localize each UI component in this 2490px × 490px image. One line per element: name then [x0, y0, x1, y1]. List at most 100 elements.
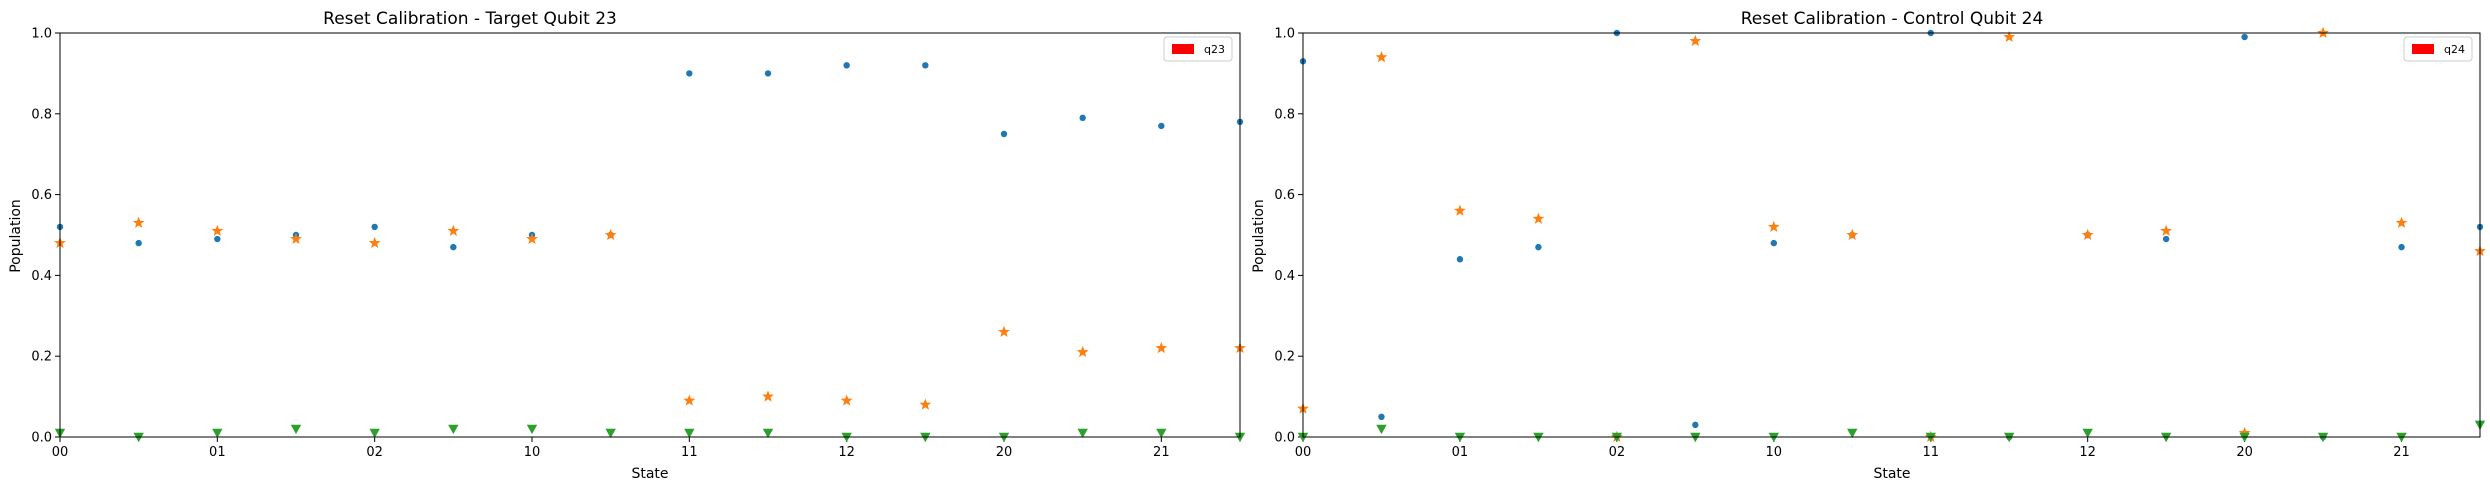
y-tick-label: 0.8 — [1274, 107, 1295, 122]
x-tick-label: 21 — [1153, 445, 1170, 460]
chart-title: Reset Calibration - Control Qubit 24 — [1741, 9, 2044, 29]
y-tick-label: 0.8 — [31, 107, 52, 122]
y-tick-label: 0.6 — [31, 188, 52, 203]
x-tick-label: 02 — [1609, 445, 1626, 460]
star-marker — [1532, 212, 1545, 224]
x-tick-label: 00 — [52, 445, 69, 460]
circle-marker — [1770, 239, 1778, 247]
y-axis-label: Population — [8, 199, 24, 273]
triangle-marker — [1156, 428, 1167, 439]
triangle-marker — [290, 424, 302, 435]
x-tick-label: 21 — [2393, 445, 2410, 460]
star-marker — [1454, 204, 1466, 216]
legend: q23 — [1163, 36, 1233, 62]
legend-entry: q24 — [2444, 43, 2465, 56]
triangle-marker — [762, 428, 774, 439]
x-tick-label: 02 — [366, 445, 383, 460]
x-tick-label: 10 — [524, 445, 541, 460]
x-tick-label: 12 — [838, 445, 855, 460]
x-axis-label: State — [631, 466, 668, 482]
triangle-marker — [448, 424, 459, 435]
star-marker — [2238, 426, 2251, 438]
star-marker — [683, 394, 696, 406]
y-tick-label: 0.0 — [31, 431, 52, 446]
circle-marker — [371, 223, 378, 231]
star-marker — [211, 224, 224, 236]
x-tick-label: 11 — [681, 445, 698, 460]
x-tick-label: 12 — [2079, 445, 2096, 460]
star-marker — [840, 394, 853, 406]
circle-marker — [2398, 243, 2405, 251]
star-marker — [2081, 228, 2094, 241]
chart-panel-target-qubit: Reset Calibration - Target Qubit 23 Stat… — [8, 9, 1246, 482]
axis-ticks: 00 01 02 10 11 12 20 21 0.0 0.2 0.4 0.6 0.8 1.0 — [31, 27, 1169, 461]
x-tick-label: 00 — [1295, 445, 1312, 460]
axis-ticks: 00 01 02 10 11 12 20 21 0.0 0.2 0.4 0.6 0.8 1.0 — [1274, 27, 2409, 461]
chart-title: Reset Calibration - Target Qubit 23 — [323, 9, 617, 29]
legend-box — [2403, 36, 2473, 62]
y-tick-label: 0.4 — [1274, 269, 1295, 284]
y-tick-label: 1.0 — [31, 27, 52, 42]
plot-frame — [59, 32, 1241, 438]
star-marker — [2003, 30, 2016, 43]
x-axis-label: State — [1873, 466, 1910, 482]
star-marker — [1375, 51, 1388, 63]
triangle-marker — [1077, 428, 1088, 439]
x-tick-label: 10 — [1766, 445, 1783, 460]
circle-marker — [135, 239, 142, 247]
star-marker — [1767, 220, 1780, 232]
star-marker — [604, 228, 617, 241]
y-tick-label: 0.6 — [1274, 188, 1295, 203]
star-marker — [447, 224, 460, 236]
x-tick-label: 01 — [1452, 445, 1469, 460]
y-tick-label: 1.0 — [1274, 27, 1295, 42]
legend-box — [1163, 36, 1233, 62]
chart-panel-control-qubit: Reset Calibration - Control Qubit 24 Sta… — [1251, 9, 2486, 482]
star-marker — [762, 390, 774, 402]
triangle-marker — [2082, 428, 2093, 439]
circle-marker — [214, 235, 221, 243]
triangle-marker — [369, 428, 380, 439]
star-marker — [998, 325, 1010, 337]
star-marker — [290, 232, 302, 245]
x-tick-label: 20 — [2236, 445, 2253, 460]
star-marker — [1155, 341, 1168, 354]
circle-marker — [2241, 33, 2248, 41]
circle-marker — [843, 62, 850, 69]
circle-marker — [1456, 256, 1464, 263]
y-tick-label: 0.2 — [1274, 350, 1295, 365]
circle-marker — [450, 243, 457, 251]
star-marker — [2317, 26, 2329, 39]
circle-marker — [2162, 235, 2170, 243]
circle-marker — [1079, 114, 1086, 122]
legend-patch — [1172, 44, 1194, 54]
circle-marker — [764, 70, 772, 77]
triangle-marker — [526, 424, 538, 435]
circle-marker — [1000, 130, 1008, 138]
triangle-marker — [605, 428, 616, 439]
star-marker — [2160, 224, 2173, 236]
y-tick-label: 0.4 — [31, 269, 52, 284]
star-marker — [919, 398, 932, 410]
plot-frame — [1302, 32, 2481, 438]
triangle-marker — [1376, 424, 1387, 435]
circle-marker — [1535, 243, 1542, 251]
star-marker — [368, 236, 381, 249]
triangle-marker — [684, 428, 695, 439]
star-marker — [132, 216, 145, 228]
x-tick-label: 11 — [1922, 445, 1939, 460]
x-tick-label: 20 — [996, 445, 1013, 460]
x-tick-label: 01 — [209, 445, 226, 460]
y-tick-label: 0.2 — [31, 350, 52, 365]
star-marker — [2395, 216, 2408, 228]
circle-marker — [1158, 122, 1165, 130]
y-axis-label: Population — [1251, 199, 1267, 273]
star-marker — [526, 232, 538, 245]
circle-marker — [686, 70, 693, 77]
star-marker — [1689, 34, 1702, 47]
circle-marker — [922, 62, 929, 69]
legend-patch — [2412, 44, 2434, 54]
circle-marker — [1692, 421, 1699, 429]
triangle-marker — [212, 428, 223, 439]
